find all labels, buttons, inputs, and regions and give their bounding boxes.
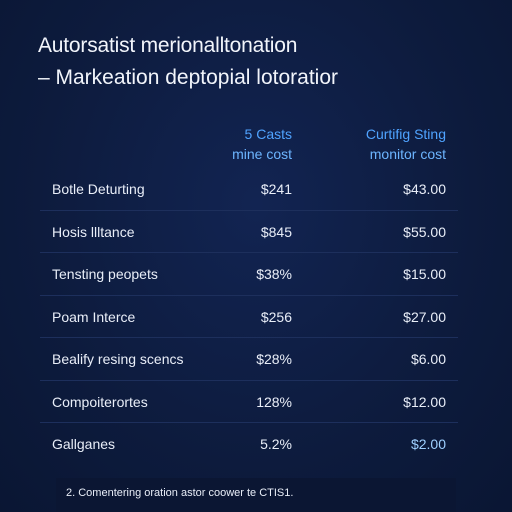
row-monitor-cost: $55.00	[403, 223, 446, 240]
column-header-line: Curtifig Sting	[365, 126, 446, 142]
table-row: Botle Deturting $241 $43.00	[40, 168, 458, 211]
page-title: Autorsatist merionalltonation	[38, 34, 298, 57]
row-mine-cost: 5.2%	[260, 436, 292, 452]
column-header-line: 5 Casts	[244, 126, 292, 142]
column-header-mine-cost: 5 Casts mine cost	[232, 124, 292, 164]
footnote-panel	[56, 478, 456, 512]
row-name: Compoiterortes	[52, 393, 148, 410]
table-row: Gallganes 5.2% $2.00	[40, 423, 458, 465]
row-mine-cost: $241	[260, 181, 292, 197]
row-monitor-cost: $12.00	[403, 393, 446, 410]
table-row: Hosis llltance $845 $55.00	[40, 211, 458, 253]
row-mine-cost: $38%	[256, 266, 292, 282]
cost-table: Botle Deturting $241 $43.00 Hosis llltan…	[40, 168, 458, 465]
row-name: Hosis llltance	[52, 223, 135, 240]
table-row: Poam Interce $256 $27.00	[40, 296, 458, 338]
row-name: Gallganes	[52, 436, 116, 452]
column-header-monitor-cost: Curtifig Sting monitor cost	[366, 124, 446, 164]
row-monitor-cost: $27.00	[403, 308, 446, 325]
row-name: Poam Interce	[52, 308, 136, 325]
row-name: Bealify resing scencs	[52, 351, 184, 367]
table-row: Compoiterortes 128% $12.00	[40, 381, 458, 423]
column-header-line: monitor cost	[369, 146, 446, 162]
row-mine-cost: $256	[260, 308, 292, 325]
row-monitor-cost: $43.00	[403, 181, 446, 197]
row-monitor-cost: $6.00	[410, 351, 446, 367]
row-mine-cost: $845	[260, 223, 292, 240]
row-mine-cost: $28%	[256, 351, 292, 367]
page-subtitle: – Markeation deptopial lotoratior	[38, 66, 339, 89]
row-monitor-cost: $2.00	[410, 436, 446, 452]
row-mine-cost: 128%	[256, 393, 292, 410]
row-monitor-cost: $15.00	[403, 266, 446, 282]
row-name: Botle Deturting	[52, 181, 145, 197]
footnote: 2. Comentering oration astor coower te C…	[66, 487, 294, 499]
row-name: Tensting peopets	[52, 266, 158, 282]
column-header-line: mine cost	[232, 146, 292, 162]
table-row: Bealify resing scencs $28% $6.00	[40, 338, 458, 381]
table-row: Tensting peopets $38% $15.00	[40, 253, 458, 296]
